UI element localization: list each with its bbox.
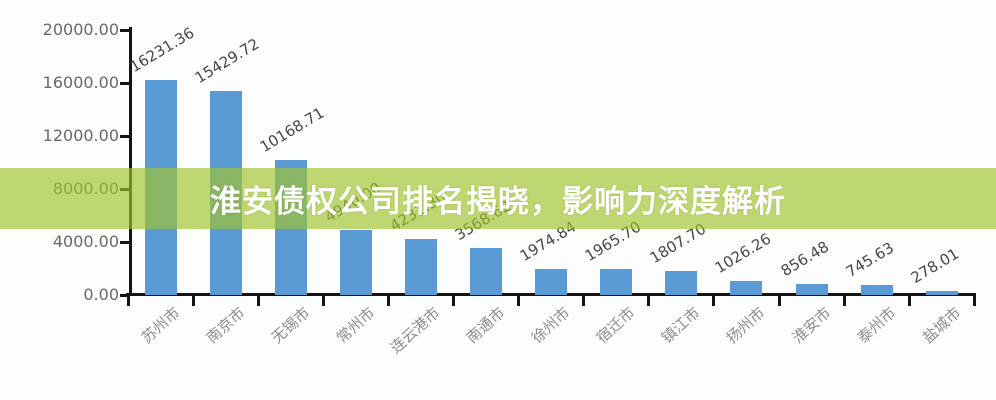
x-axis-category-label: 宿迁市 [593, 303, 639, 347]
x-axis-tick [712, 296, 716, 306]
x-axis-tick [517, 296, 521, 306]
bar-南通市 [470, 247, 503, 295]
y-axis-line [129, 27, 132, 296]
bar-value-label: 745.63 [842, 238, 897, 282]
bar-value-label: 15429.72 [191, 34, 262, 87]
y-axis-tick [120, 293, 129, 297]
bar-宿迁市 [600, 268, 633, 295]
y-axis-label: 20000.00 [42, 20, 119, 39]
x-axis-category-label: 盐城市 [918, 303, 965, 347]
y-axis-tick [120, 28, 129, 32]
x-axis-tick [191, 296, 195, 306]
bar-盐城市 [925, 291, 958, 295]
x-axis-category-label: 连云港市 [386, 303, 444, 358]
x-axis-tick [386, 296, 390, 306]
x-axis-category-label: 常州市 [332, 303, 379, 347]
bar-value-label: 10168.71 [256, 103, 328, 157]
x-axis-tick [907, 296, 911, 306]
headline-text: 淮安债权公司排名揭晓，影响力深度解析 [210, 184, 786, 220]
bar-镇江市 [665, 271, 698, 295]
bar-淮安市 [795, 283, 828, 295]
x-axis-category-label: 镇江市 [658, 303, 704, 347]
bar-扬州市 [730, 281, 763, 295]
y-axis-label: 0.00 [83, 285, 119, 304]
x-axis-category-label: 无锡市 [267, 303, 314, 347]
y-axis-label: 12000.00 [42, 126, 119, 145]
x-axis-category-label: 徐州市 [528, 303, 574, 347]
headline-banner: 淮安债权公司排名揭晓，影响力深度解析 [0, 168, 996, 229]
bar-徐州市 [535, 268, 568, 295]
bar-连云港市 [404, 238, 437, 295]
bar-value-label: 856.48 [777, 237, 832, 280]
x-axis-tick [582, 296, 586, 306]
bar-泰州市 [860, 285, 893, 295]
y-axis-label: 4000.00 [52, 232, 119, 251]
y-axis-tick [120, 240, 129, 244]
y-axis-tick [120, 134, 129, 138]
x-axis-category-label: 泰州市 [853, 303, 900, 347]
bar-常州市 [339, 229, 372, 295]
x-axis-category-label: 南京市 [202, 303, 249, 347]
x-axis-tick [647, 296, 651, 306]
x-axis-category-label: 苏州市 [137, 303, 183, 347]
x-axis-category-label: 淮安市 [788, 303, 834, 347]
x-axis-tick [321, 296, 325, 306]
bar-value-label: 278.01 [907, 244, 962, 288]
y-axis-label: 16000.00 [42, 73, 119, 92]
bar-value-label: 1026.26 [712, 230, 775, 278]
y-axis-tick [120, 81, 129, 85]
bar-value-label: 16231.36 [126, 23, 197, 76]
x-axis-category-label: 扬州市 [723, 303, 769, 347]
x-axis-tick [126, 296, 130, 306]
x-axis-tick [256, 296, 260, 306]
x-axis-tick [452, 296, 455, 306]
x-axis-category-label: 南通市 [462, 303, 509, 347]
x-axis-tick [972, 296, 976, 306]
x-axis-tick [842, 296, 846, 306]
x-axis-tick [777, 296, 781, 306]
